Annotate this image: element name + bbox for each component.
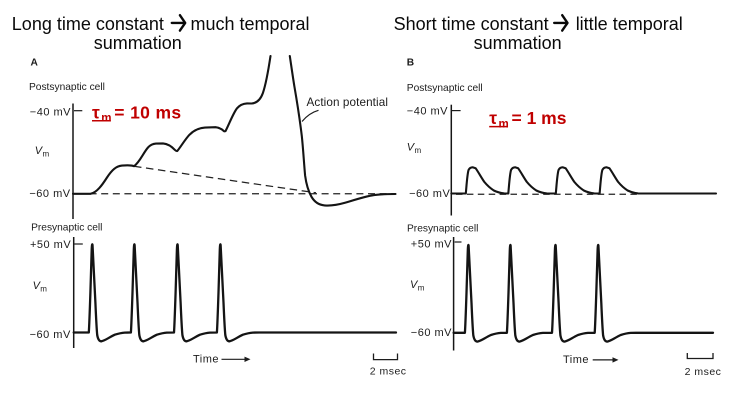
svg-text:+50 mV: +50 mV xyxy=(411,239,452,251)
svg-text:−60 mV: −60 mV xyxy=(409,188,450,200)
svg-text:summation: summation xyxy=(474,33,562,53)
svg-text:A: A xyxy=(31,58,39,69)
svg-text:−60 mV: −60 mV xyxy=(29,188,70,200)
svg-text:Presynaptic cell: Presynaptic cell xyxy=(407,224,478,235)
svg-text:m: m xyxy=(101,113,111,125)
svg-text:m: m xyxy=(415,146,422,155)
svg-text:τ: τ xyxy=(489,108,497,128)
svg-text:little temporal: little temporal xyxy=(576,14,683,34)
svg-text:Presynaptic cell: Presynaptic cell xyxy=(31,223,102,234)
svg-text:much temporal: much temporal xyxy=(191,14,310,34)
svg-text:−60 mV: −60 mV xyxy=(30,329,71,341)
svg-text:B: B xyxy=(407,58,414,69)
svg-text:Long time constant: Long time constant xyxy=(12,14,164,34)
svg-text:−40 mV: −40 mV xyxy=(30,107,71,119)
svg-text:m: m xyxy=(40,285,47,294)
svg-text:2 msec: 2 msec xyxy=(685,366,722,378)
svg-text:−40 mV: −40 mV xyxy=(407,106,448,118)
svg-text:Short time constant: Short time constant xyxy=(394,14,549,34)
svg-text:m: m xyxy=(418,284,425,293)
svg-text:= 1 ms: = 1 ms xyxy=(512,108,567,128)
svg-text:V: V xyxy=(35,145,44,157)
svg-text:V: V xyxy=(407,142,416,154)
svg-text:Time: Time xyxy=(193,354,219,366)
svg-text:−60 mV: −60 mV xyxy=(411,327,452,339)
svg-text:Action potential: Action potential xyxy=(307,96,389,109)
svg-text:m: m xyxy=(43,150,50,159)
svg-text:τ: τ xyxy=(92,102,100,122)
svg-text:+50 mV: +50 mV xyxy=(30,239,71,251)
svg-text:summation: summation xyxy=(94,33,182,53)
svg-text:Postsynaptic cell: Postsynaptic cell xyxy=(29,82,105,93)
svg-text:V: V xyxy=(410,279,419,291)
svg-text:Time: Time xyxy=(563,354,589,366)
svg-text:2 msec: 2 msec xyxy=(370,366,407,378)
svg-text:Postsynaptic cell: Postsynaptic cell xyxy=(407,83,483,94)
svg-text:V: V xyxy=(33,280,42,292)
svg-text:= 10 ms: = 10 ms xyxy=(114,102,181,122)
svg-text:m: m xyxy=(499,118,509,130)
